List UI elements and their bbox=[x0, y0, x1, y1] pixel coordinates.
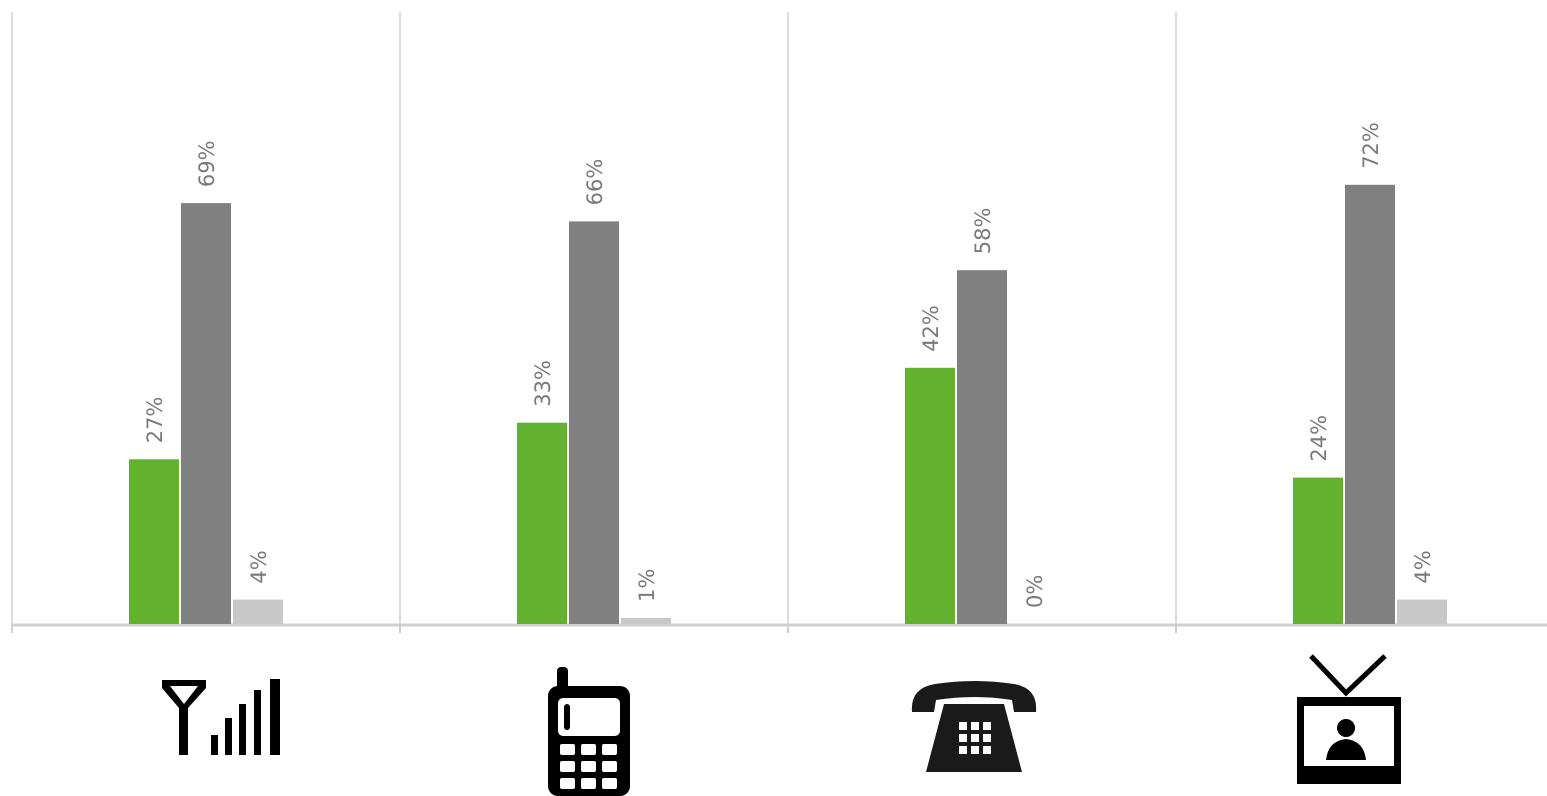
mobile-phone-icon bbox=[548, 667, 630, 796]
mobile-signal-icon bbox=[162, 679, 280, 755]
data-label: 27% bbox=[143, 397, 167, 444]
bar bbox=[233, 599, 283, 624]
data-labels: 27% 69% 4% 33% 66% 1% 42% 58% 0% 24% 72% 4% bbox=[143, 122, 1435, 608]
data-label: 72% bbox=[1359, 122, 1383, 169]
television-icon bbox=[1297, 654, 1401, 784]
bar bbox=[621, 617, 671, 624]
bar bbox=[905, 367, 955, 624]
data-label: 24% bbox=[1307, 415, 1331, 462]
bar bbox=[1293, 477, 1343, 624]
data-label: 4% bbox=[247, 550, 271, 583]
data-label: 1% bbox=[635, 569, 659, 602]
grid bbox=[11, 12, 1547, 633]
bar bbox=[517, 422, 567, 624]
bars bbox=[129, 184, 1447, 625]
data-label: 69% bbox=[195, 140, 219, 187]
bar bbox=[129, 459, 179, 624]
bar bbox=[1345, 184, 1395, 625]
bar bbox=[181, 203, 231, 624]
bar bbox=[1397, 599, 1447, 624]
data-label: 33% bbox=[531, 360, 555, 407]
data-label: 4% bbox=[1411, 550, 1435, 583]
landline-phone-icon bbox=[911, 681, 1037, 772]
data-label: 42% bbox=[919, 305, 943, 352]
data-label: 66% bbox=[583, 159, 607, 206]
bar bbox=[569, 221, 619, 624]
data-label: 0% bbox=[1023, 575, 1047, 608]
data-label: 58% bbox=[971, 208, 995, 255]
bar bbox=[957, 270, 1007, 624]
